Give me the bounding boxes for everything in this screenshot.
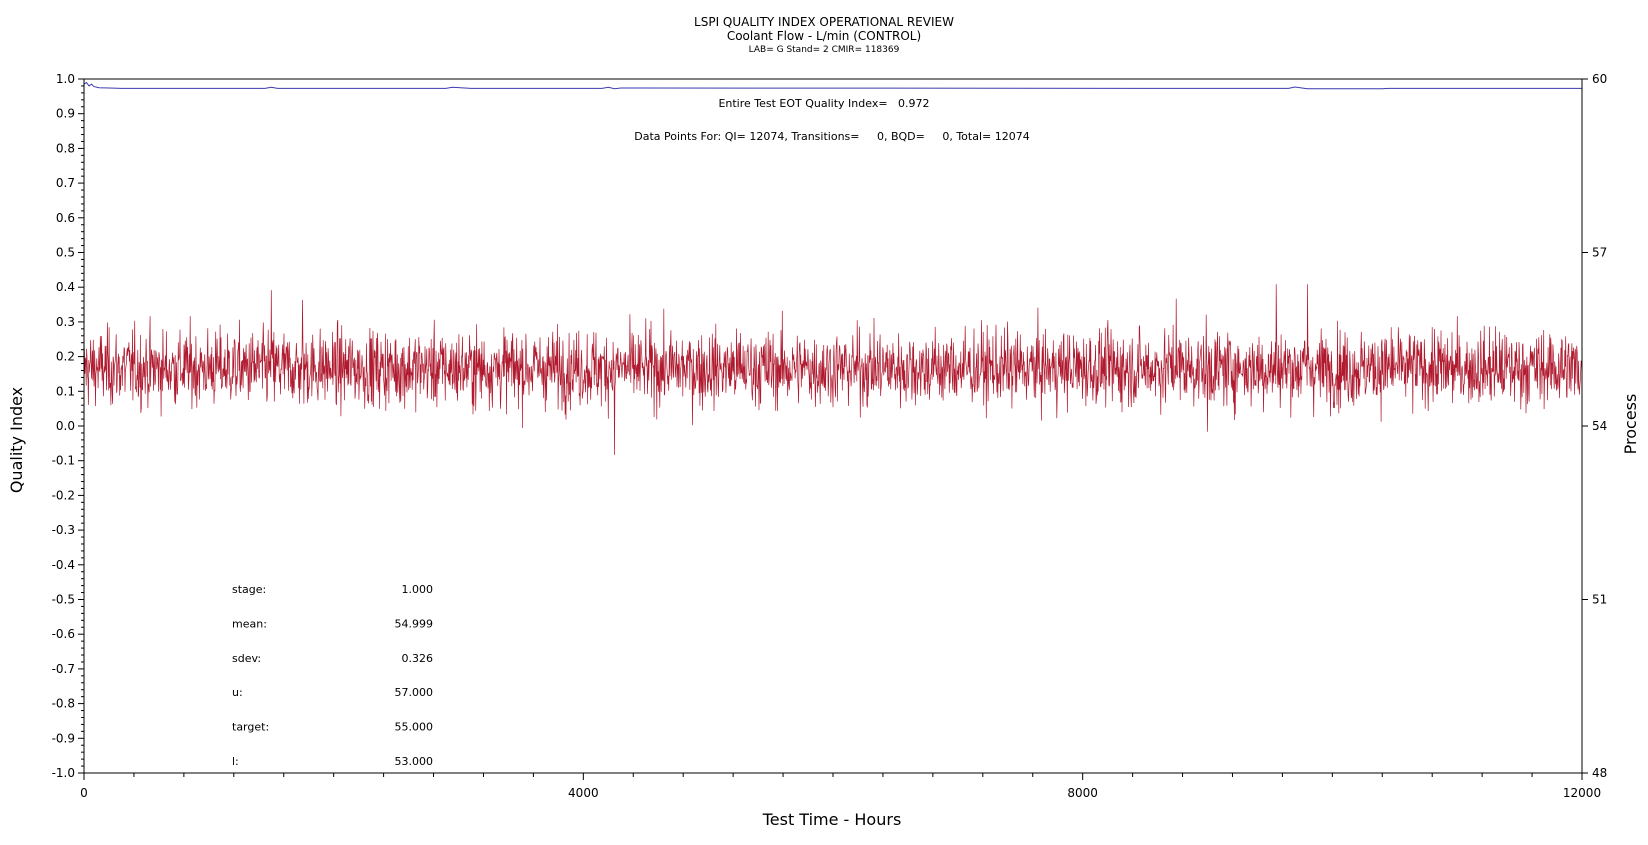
chart-title: LSPI QUALITY INDEX OPERATIONAL REVIEW (694, 15, 954, 29)
stat-value: 1.000 (402, 583, 434, 596)
y-tick-label: -0.6 (52, 627, 75, 641)
stat-label: stage: (232, 583, 266, 596)
plot-area (83, 81, 1583, 455)
y-tick-label: 0.1 (56, 384, 75, 398)
stat-value: 0.326 (402, 652, 434, 665)
y-tick-label: -0.1 (52, 454, 75, 468)
y2-tick-label: 51 (1592, 593, 1607, 607)
axes: -1.0 -0.9 -0.8 -0.7 -0.6 -0.5 -0.4 -0.3 -0.2 -0.1… (52, 72, 1608, 800)
y2-tick-label: 60 (1592, 72, 1607, 86)
y-tick-label: -0.5 (52, 593, 75, 607)
plot-frame (83, 78, 1583, 774)
y-tick-label: 0.7 (56, 176, 75, 190)
x-tick-label: 12000 (1563, 786, 1601, 800)
y-tick-label: 0.6 (56, 211, 75, 225)
chart-subtitle: Coolant Flow - L/min (CONTROL) (727, 29, 921, 43)
y2-axis-label: Process (1621, 394, 1640, 455)
y-tick-label: 0.5 (56, 246, 75, 260)
stat-label: l: (232, 755, 239, 768)
y2-tick-label: 48 (1592, 766, 1607, 780)
y-tick-label: -0.4 (52, 558, 75, 572)
y2-tick-label: 54 (1592, 419, 1607, 433)
y-tick-label: 0.9 (56, 107, 75, 121)
stats-panel: stage: 1.000 mean: 54.999 sdev: 0.326 u: 57.000… (232, 583, 433, 768)
stat-value: 54.999 (395, 617, 434, 630)
stat-label: target: (232, 721, 269, 734)
y-tick-label: -0.7 (52, 662, 75, 676)
stat-value: 53.000 (395, 755, 434, 768)
y2-tick-label: 57 (1592, 246, 1607, 260)
y-tick-label: -0.2 (52, 488, 75, 502)
y-tick-label: 0.2 (56, 350, 75, 364)
stat-label: mean: (232, 617, 267, 630)
y-tick-label: -0.3 (52, 523, 75, 537)
process-series-line (83, 284, 1583, 455)
stat-value: 55.000 (395, 721, 434, 734)
x-tick-label: 8000 (1067, 786, 1098, 800)
eot-quality-annotation: Entire Test EOT Quality Index= 0.972 (718, 97, 929, 110)
stat-value: 57.000 (395, 686, 434, 699)
x-tick-label: 0 (80, 786, 88, 800)
y-tick-label: 0.4 (56, 280, 75, 294)
quality-index-series-line (83, 81, 1582, 90)
y-tick-label: -0.9 (52, 731, 75, 745)
x-axis-label: Test Time - Hours (762, 810, 902, 829)
x-tick-label: 4000 (568, 786, 599, 800)
chart-info: LAB= G Stand= 2 CMIR= 118369 (749, 45, 900, 55)
stat-label: u: (232, 686, 243, 699)
y-tick-label: 0.8 (56, 141, 75, 155)
y-tick-label: -1.0 (52, 766, 75, 780)
y-tick-label: -0.8 (52, 697, 75, 711)
y-tick-label: 0.0 (56, 419, 75, 433)
y-tick-label: 0.3 (56, 315, 75, 329)
y-tick-label: 1.0 (56, 72, 75, 86)
stat-label: sdev: (232, 652, 261, 665)
y-axis-label: Quality Index (7, 387, 26, 493)
data-points-annotation: Data Points For: QI= 12074, Transitions=… (634, 130, 1029, 143)
